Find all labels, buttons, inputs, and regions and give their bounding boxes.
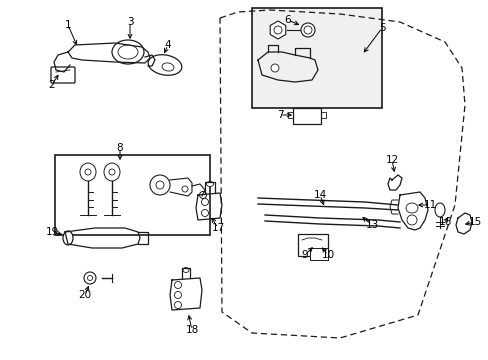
Text: 1: 1 — [64, 20, 71, 30]
Text: 19: 19 — [45, 227, 59, 237]
Text: 11: 11 — [423, 200, 436, 210]
FancyBboxPatch shape — [51, 67, 75, 83]
Text: 12: 12 — [385, 155, 398, 165]
Ellipse shape — [182, 186, 187, 192]
Bar — [309, 248, 327, 260]
Bar — [297, 234, 327, 256]
Ellipse shape — [174, 302, 181, 309]
Bar — [251, 8, 381, 108]
Text: 8: 8 — [117, 143, 123, 153]
Text: 16: 16 — [437, 217, 451, 227]
Text: 15: 15 — [468, 217, 481, 227]
Ellipse shape — [273, 26, 282, 34]
Ellipse shape — [301, 23, 314, 37]
Ellipse shape — [80, 163, 96, 181]
Text: 9: 9 — [301, 250, 307, 260]
Ellipse shape — [199, 192, 206, 198]
Bar — [55, 155, 209, 235]
Text: 13: 13 — [365, 220, 378, 230]
Ellipse shape — [63, 231, 73, 245]
Text: 4: 4 — [164, 40, 171, 50]
Text: 5: 5 — [378, 23, 385, 33]
Ellipse shape — [162, 63, 174, 71]
Ellipse shape — [174, 282, 181, 288]
Ellipse shape — [118, 45, 138, 59]
Ellipse shape — [405, 203, 417, 213]
Text: 20: 20 — [78, 290, 91, 300]
Ellipse shape — [406, 215, 416, 225]
Ellipse shape — [201, 210, 208, 216]
Ellipse shape — [87, 275, 92, 280]
Ellipse shape — [112, 40, 143, 64]
Text: 2: 2 — [49, 80, 55, 90]
Ellipse shape — [174, 292, 181, 298]
Text: 6: 6 — [284, 15, 291, 25]
Ellipse shape — [148, 55, 182, 75]
Text: 14: 14 — [313, 190, 326, 200]
Ellipse shape — [85, 169, 91, 175]
Ellipse shape — [183, 267, 189, 273]
Text: 18: 18 — [185, 325, 198, 335]
Text: 7: 7 — [276, 110, 283, 120]
Text: 17: 17 — [211, 223, 224, 233]
Ellipse shape — [270, 64, 279, 72]
Ellipse shape — [156, 181, 163, 189]
Ellipse shape — [201, 198, 208, 206]
Ellipse shape — [150, 175, 170, 195]
Ellipse shape — [84, 272, 96, 284]
Ellipse shape — [304, 26, 311, 34]
Text: 3: 3 — [126, 17, 133, 27]
Ellipse shape — [434, 203, 444, 217]
Ellipse shape — [109, 169, 115, 175]
Ellipse shape — [206, 181, 213, 186]
Bar — [292, 108, 320, 124]
Text: 10: 10 — [321, 250, 334, 260]
Ellipse shape — [104, 163, 120, 181]
